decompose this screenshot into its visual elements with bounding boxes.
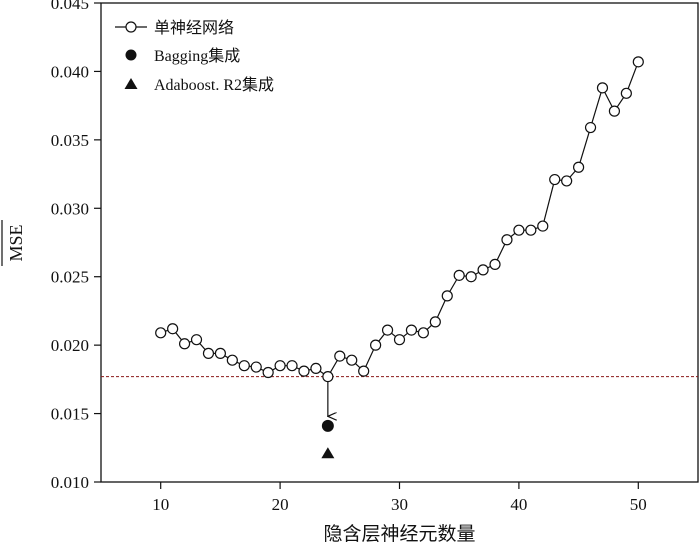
- data-point-single-nn: [226, 354, 238, 366]
- data-point-single-nn: [358, 365, 370, 377]
- data-point-single-nn: [334, 350, 346, 362]
- y-tick-label: 0.025: [51, 268, 89, 287]
- data-point-single-nn: [429, 316, 441, 328]
- data-point-single-nn: [608, 105, 621, 117]
- data-point-single-nn: [453, 269, 465, 281]
- x-tick-label: 20: [272, 495, 289, 514]
- legend: 单神经网络 Bagging集成 Adaboost. R2集成: [115, 18, 274, 94]
- data-point-single-nn: [155, 327, 167, 339]
- plot-border: [100, 2, 699, 483]
- data-point-single-nn: [501, 234, 513, 246]
- x-axis-title: 隐含层神经元数量: [323, 523, 475, 545]
- legend-marker-adaboost: [124, 78, 138, 89]
- y-tick-label: 0.010: [51, 473, 89, 492]
- data-point-adaboost: [321, 447, 335, 459]
- data-point-single-nn: [632, 56, 644, 68]
- tick-layer: 10 20 30 40 50 0.010 0.015 0.020 0.025 0.030 0.035…: [51, 0, 647, 514]
- data-point-single-nn: [549, 173, 561, 186]
- plot-frame: [100, 2, 699, 483]
- data-point-single-nn: [346, 354, 358, 366]
- data-point-bagging: [321, 419, 334, 432]
- x-tick-label: 30: [391, 495, 408, 514]
- legend-label-single-nn: 单神经网络: [154, 18, 234, 37]
- data-point-single-nn: [405, 324, 418, 336]
- data-point-single-nn: [262, 366, 274, 379]
- data-point-single-nn: [393, 334, 406, 346]
- data-point-single-nn: [381, 324, 394, 336]
- y-axis-title: MSE: [6, 224, 26, 261]
- data-point-single-nn: [477, 264, 489, 276]
- data-point-single-nn: [572, 161, 585, 173]
- legend-marker-bagging: [125, 49, 137, 61]
- data-point-single-nn: [441, 290, 453, 302]
- data-point-single-nn: [190, 334, 203, 346]
- data-point-single-nn: [310, 362, 322, 375]
- data-point-single-nn: [465, 271, 477, 283]
- data-point-single-nn: [417, 327, 429, 339]
- legend-label-adaboost: Adaboost. R2集成: [154, 76, 274, 94]
- y-tick-label: 0.040: [51, 62, 89, 81]
- data-point-single-nn: [525, 224, 537, 236]
- x-tick-label: 50: [630, 495, 647, 514]
- reference-line-layer: [101, 376, 698, 417]
- series-line-single-nn: [160, 61, 639, 378]
- data-point-single-nn: [286, 360, 298, 372]
- data-point-single-nn: [561, 175, 573, 187]
- data-point-single-nn: [238, 360, 250, 372]
- data-point-single-nn: [513, 224, 525, 236]
- y-tick-label: 0.015: [51, 405, 89, 424]
- series-line-layer: [160, 61, 639, 378]
- marker-layer: [155, 56, 644, 459]
- y-tick-label: 0.045: [51, 0, 89, 13]
- data-point-single-nn: [178, 338, 191, 350]
- x-tick-label: 10: [152, 495, 169, 514]
- data-point-single-nn: [322, 371, 334, 383]
- legend-marker-single-nn: [125, 21, 137, 33]
- data-point-single-nn: [214, 347, 226, 359]
- data-point-single-nn: [250, 361, 262, 373]
- data-point-single-nn: [274, 360, 286, 372]
- data-point-single-nn: [620, 87, 632, 99]
- legend-label-bagging: Bagging集成: [154, 47, 240, 65]
- x-tick-label: 40: [510, 495, 527, 514]
- data-point-single-nn: [167, 323, 179, 335]
- data-point-single-nn: [489, 258, 501, 270]
- data-point-single-nn: [298, 365, 310, 377]
- data-point-single-nn: [537, 220, 549, 232]
- y-tick-label: 0.035: [51, 131, 89, 150]
- data-point-single-nn: [596, 82, 609, 94]
- data-point-single-nn: [584, 121, 597, 134]
- y-tick-label: 0.030: [51, 199, 89, 218]
- data-point-single-nn: [370, 339, 382, 351]
- y-tick-label: 0.020: [51, 336, 89, 355]
- data-point-single-nn: [202, 347, 215, 359]
